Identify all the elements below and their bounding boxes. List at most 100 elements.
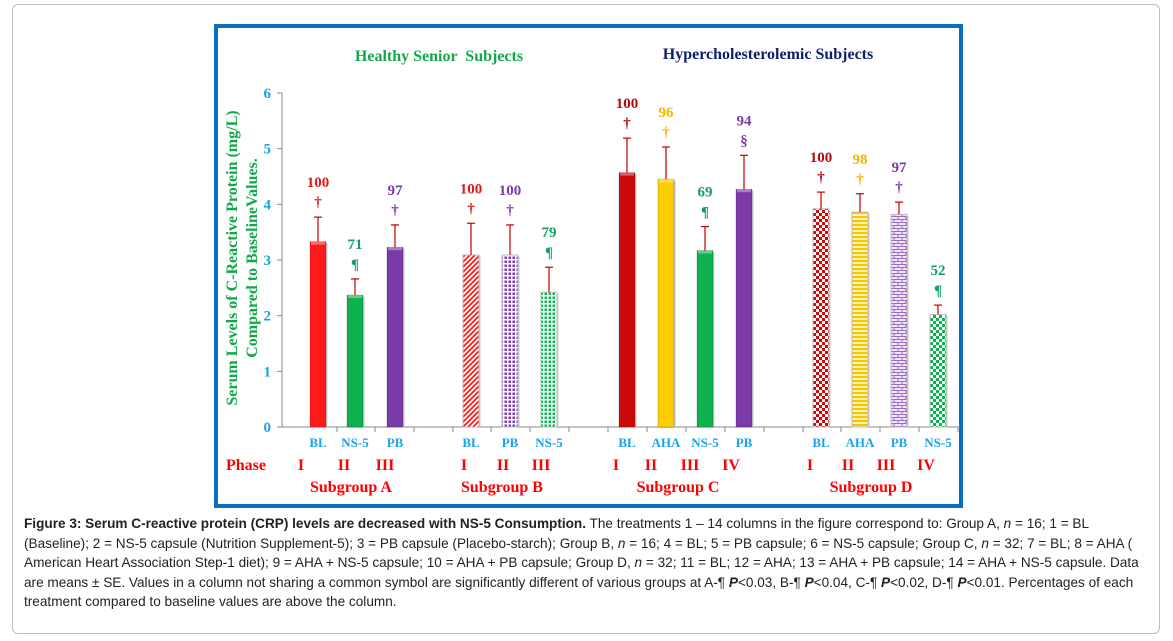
- significance-symbol: †: [817, 170, 825, 186]
- phase-numeral: II: [338, 457, 350, 474]
- bar-highlight: [388, 247, 402, 251]
- percent-label: 97: [388, 183, 404, 199]
- bar-group: † 100: [460, 181, 482, 428]
- caption-text: = 32; 11 = BL; 12 = AHA; 13 = AHA + PB c…: [24, 555, 1139, 590]
- phase-numeral: I: [807, 457, 813, 474]
- significance-symbol: †: [467, 201, 475, 217]
- caption-text: <0.04, C-¶: [813, 574, 882, 590]
- phase-numeral: I: [298, 457, 304, 474]
- x-tick-label: NS-5: [924, 435, 952, 450]
- caption-n: n: [1003, 516, 1012, 531]
- phase-label: Phase: [226, 457, 266, 474]
- caption-text: = 16; 4 = BL; 5 = PB capsule; 6 = NS-5 c…: [625, 535, 982, 551]
- bar: [462, 254, 480, 428]
- bar-highlight: [659, 179, 673, 183]
- caption-p: P: [957, 574, 967, 590]
- phase-numeral: I: [461, 457, 467, 474]
- caption-n: n: [981, 535, 989, 551]
- y-tick-label: 4: [264, 197, 272, 213]
- bar: [696, 250, 714, 428]
- phase-numeral: II: [645, 457, 657, 474]
- title-healthy-senior: Healthy Senior Subjects: [355, 48, 523, 65]
- significance-symbol: ¶: [545, 245, 553, 261]
- bar: [540, 291, 558, 428]
- y-tick-label: 1: [264, 364, 272, 380]
- bar-group: † 100: [499, 183, 521, 428]
- caption-p: P: [804, 574, 814, 590]
- significance-symbol: †: [391, 203, 399, 219]
- bar-highlight: [737, 189, 751, 193]
- caption-p: P: [881, 574, 891, 590]
- significance-symbol: ¶: [351, 257, 359, 273]
- bar-group: ¶ 79: [540, 225, 559, 428]
- phase-numeral: III: [532, 457, 551, 474]
- x-tick-label: NS-5: [341, 435, 369, 450]
- x-tick-label: NS-5: [691, 435, 719, 450]
- percent-label: 69: [698, 185, 713, 201]
- bar-highlight: [348, 295, 362, 299]
- significance-symbol: †: [506, 203, 514, 219]
- caption-title: Figure 3: Serum C-reactive protein (CRP)…: [24, 516, 587, 531]
- bar-group: ¶ 69: [696, 185, 715, 428]
- bar-group: † 97: [386, 183, 405, 428]
- phase-numeral: I: [613, 457, 619, 474]
- percent-label: 96: [659, 105, 675, 121]
- significance-symbol: ¶: [701, 205, 709, 221]
- phase-numeral: II: [497, 457, 509, 474]
- x-tick-label: AHA: [846, 435, 876, 450]
- bar: [812, 208, 830, 428]
- x-tick-label: PB: [736, 435, 753, 450]
- phase-numeral: IV: [917, 457, 935, 474]
- x-tick-label: PB: [891, 435, 908, 450]
- phase-numeral: III: [681, 457, 700, 474]
- significance-symbol: †: [895, 180, 903, 196]
- bar-highlight: [698, 250, 712, 254]
- significance-symbol: †: [623, 116, 631, 132]
- x-tick-label: PB: [387, 435, 404, 450]
- bar-group: † 97: [890, 160, 909, 428]
- subgroup-label: Subgroup B: [461, 479, 543, 496]
- percent-label: 94: [737, 113, 753, 129]
- phase-numeral: IV: [722, 457, 740, 474]
- bar-group: † 98: [851, 152, 870, 428]
- y-axis-label-line2: Compared to BaselineValues.: [244, 158, 261, 358]
- caption-text: = 32; 7 = BL; 8 = AHA ( American Heart A…: [24, 535, 1133, 571]
- x-tick-label: BL: [812, 435, 830, 450]
- x-tick-label: NS-5: [535, 435, 563, 450]
- significance-symbol: †: [314, 195, 322, 211]
- x-tick-label: AHA: [652, 435, 682, 450]
- y-axis-label: Serum Levels of C-Reactive Protein (mg/L…: [224, 110, 261, 405]
- bar-group: ¶ 71: [346, 237, 365, 428]
- bar: [657, 178, 675, 428]
- percent-label: 100: [616, 96, 639, 112]
- percent-label: 71: [348, 237, 363, 253]
- title-hypercholesterolemic: Hypercholesterolemic Subjects: [663, 46, 873, 63]
- x-tick-label: PB: [502, 435, 519, 450]
- bar-group: † 100: [307, 175, 329, 428]
- bar-group: ¶ 52: [929, 263, 948, 428]
- figure-caption: Figure 3: Serum C-reactive protein (CRP)…: [24, 514, 1154, 612]
- y-tick-label: 2: [264, 309, 272, 325]
- percent-label: 98: [853, 152, 868, 168]
- significance-symbol: §: [740, 133, 748, 149]
- bar: [346, 294, 364, 428]
- x-tick-label: BL: [618, 435, 636, 450]
- y-tick-label: 5: [264, 142, 272, 158]
- bar: [386, 246, 404, 428]
- caption-p: P: [728, 574, 738, 590]
- y-axis-label-line1: Serum Levels of C-Reactive Protein (mg/L…: [224, 110, 241, 405]
- bar: [501, 254, 519, 428]
- phase-numeral: III: [877, 457, 896, 474]
- bar-group: § 94: [735, 113, 754, 428]
- significance-symbol: †: [856, 172, 864, 188]
- caption-text: = 16; 1 = BL (Baseline); 2 = NS-5 capsul…: [24, 516, 1089, 551]
- caption-text: The treatments 1 – 14 columns in the fig…: [586, 516, 1004, 531]
- bar-group: † 100: [616, 96, 639, 428]
- y-tick-label: 3: [264, 253, 272, 269]
- bar-group: † 96: [657, 105, 676, 428]
- significance-symbol: ¶: [934, 283, 942, 299]
- bar: [851, 211, 869, 428]
- percent-label: 97: [892, 160, 908, 176]
- y-tick-label: 0: [264, 420, 272, 436]
